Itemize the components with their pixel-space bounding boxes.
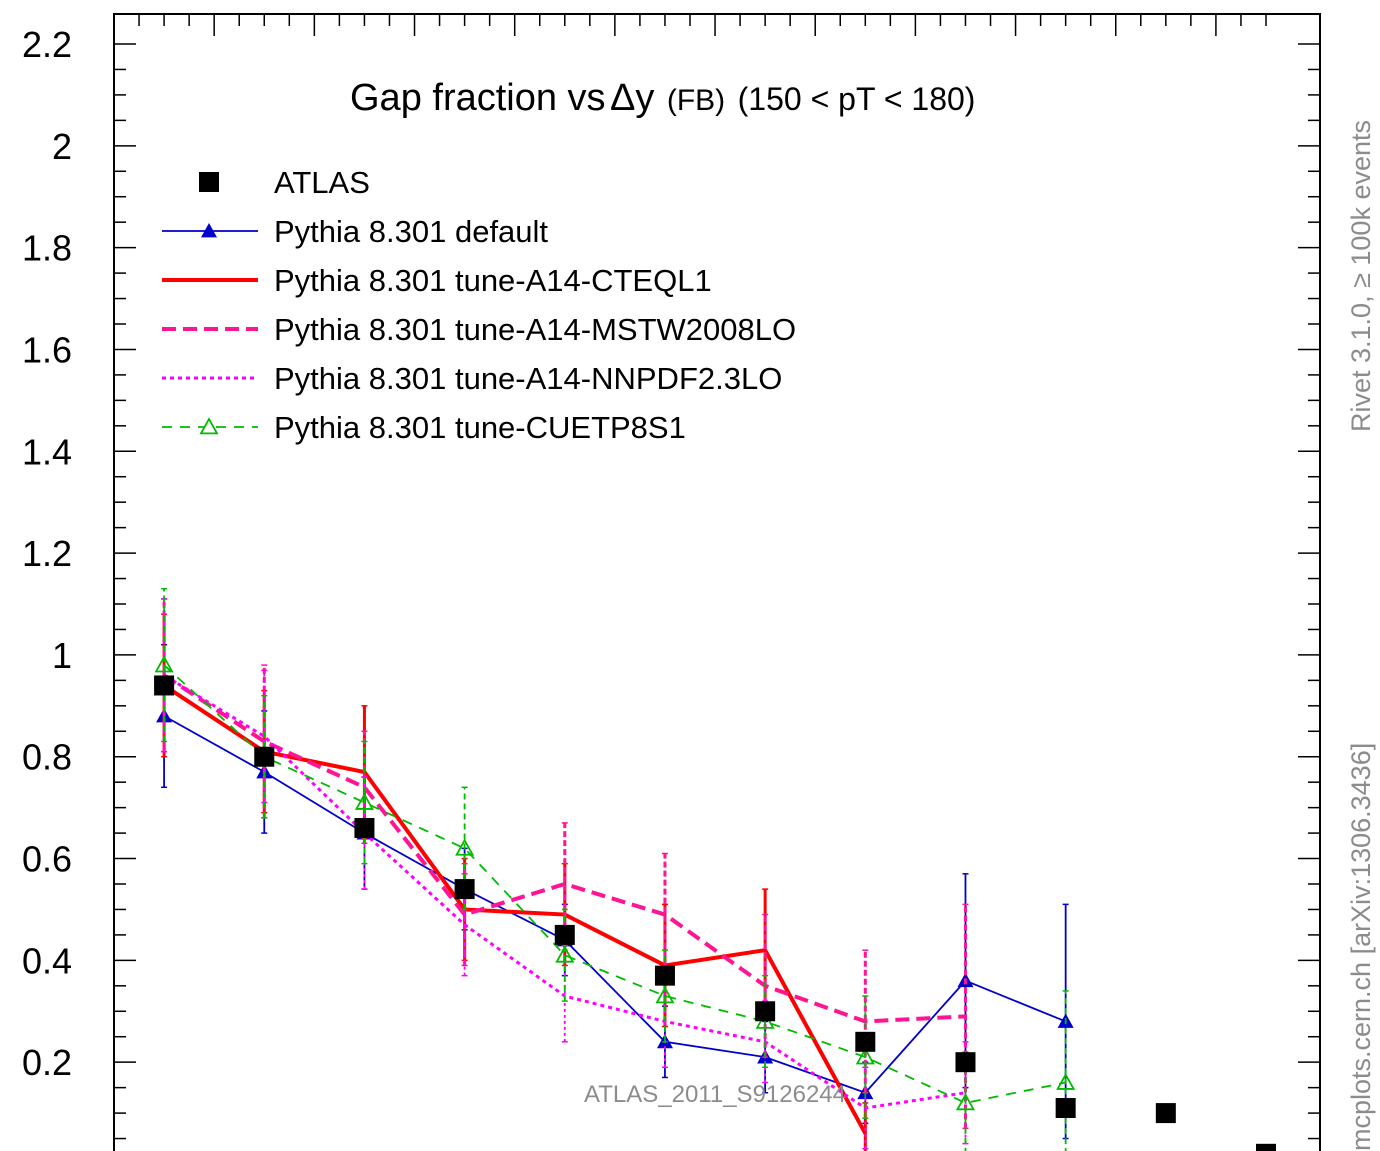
atlas-data-point — [955, 1052, 976, 1073]
series-0 — [156, 643, 1074, 1140]
atlas-data-point — [855, 1031, 876, 1052]
x-axis — [113, 14, 1267, 36]
atlas-data-point — [154, 675, 175, 696]
atlas-data-point — [554, 924, 575, 945]
series-line — [163, 664, 1066, 1104]
legend-entry: ATLAS — [199, 165, 370, 200]
legend-label: Pythia 8.301 tune-CUETP8S1 — [274, 410, 686, 445]
y-tick-label: 1.6 — [22, 329, 72, 370]
open-triangle-marker — [555, 945, 575, 963]
watermark: ATLAS_2011_S9126244 — [584, 1081, 846, 1108]
legend-label: Pythia 8.301 tune-A14-CTEQL1 — [274, 263, 712, 298]
legend: ATLAS Pythia 8.301 default Pythia 8.301 tu… — [162, 165, 796, 445]
legend-open-triangle-marker — [199, 417, 219, 435]
atlas-data-point — [1155, 1103, 1176, 1124]
open-triangle-marker — [855, 1047, 875, 1065]
data-layer — [154, 675, 1276, 1151]
open-triangle-marker — [354, 792, 374, 810]
y-tick-label: 1 — [52, 635, 72, 676]
legend-label: Pythia 8.301 tune-A14-NNPDF2.3LO — [274, 361, 782, 396]
atlas-data-point — [755, 1001, 776, 1022]
y-tick-label: 0.8 — [22, 737, 72, 778]
legend-entry: Pythia 8.301 tune-A14-NNPDF2.3LO — [162, 361, 782, 396]
series-2 — [161, 598, 969, 1130]
series-line — [162, 683, 868, 1135]
y-axis: 0.2 0.4 0.6 0.8 1 1.2 1.4 1.6 1.8 2 2.2 — [22, 24, 1320, 1140]
legend-label: Pythia 8.301 default — [274, 214, 548, 249]
atlas-data-point — [654, 965, 675, 986]
open-triangle-marker — [1056, 1072, 1076, 1090]
legend-label: Pythia 8.301 tune-A14-MSTW2008LO — [274, 312, 796, 347]
mcplots-source-label: mcplots.cern.ch [arXiv:1306.3436] — [1346, 742, 1376, 1151]
y-tick-label: 0.2 — [22, 1042, 72, 1083]
title-range: (150 < pT < 180) — [738, 81, 976, 117]
legend-entry: Pythia 8.301 default — [162, 214, 548, 249]
y-tick-label: 1.2 — [22, 533, 72, 574]
open-triangle-marker — [455, 838, 475, 856]
legend-triangle-marker — [201, 223, 217, 238]
legend-entry: Pythia 8.301 tune-A14-MSTW2008LO — [162, 312, 796, 347]
series-4 — [154, 587, 1076, 1151]
open-triangle-marker — [154, 655, 174, 673]
atlas-data-point — [354, 818, 375, 838]
atlas-data-point — [1055, 1098, 1076, 1118]
open-triangle-marker — [955, 1093, 976, 1111]
y-tick-label: 2.2 — [22, 24, 72, 65]
series-1 — [161, 613, 869, 1151]
legend-label: ATLAS — [274, 165, 370, 200]
y-tick-label: 1.8 — [22, 228, 72, 269]
legend-entry: Pythia 8.301 tune-A14-CTEQL1 — [162, 263, 712, 298]
title-delta: Δy — [610, 77, 654, 119]
atlas-data-point — [454, 879, 475, 900]
title-fb: (FB) — [667, 84, 725, 117]
rivet-version-label: Rivet 3.1.0, ≥ 100k events — [1346, 120, 1376, 432]
legend-entry: Pythia 8.301 tune-CUETP8S1 — [162, 410, 686, 445]
legend-square-marker — [199, 172, 219, 192]
atlas-data-point — [1256, 1143, 1276, 1151]
y-tick-label: 0.4 — [22, 940, 72, 981]
plot-frame — [113, 13, 1321, 1151]
series-line — [163, 715, 1066, 1094]
title-main: Gap fraction vs — [350, 77, 606, 119]
atlas-data-point — [254, 746, 275, 767]
series-line — [162, 673, 966, 1024]
open-triangle-marker — [655, 986, 675, 1004]
y-tick-label: 0.6 — [22, 839, 72, 880]
chart-title: Gap fraction vs Δy (FB) (150 < pT < 180) — [350, 77, 975, 119]
y-tick-label: 2 — [52, 126, 72, 167]
series-layer — [154, 587, 1076, 1151]
y-tick-label: 1.4 — [22, 431, 72, 472]
